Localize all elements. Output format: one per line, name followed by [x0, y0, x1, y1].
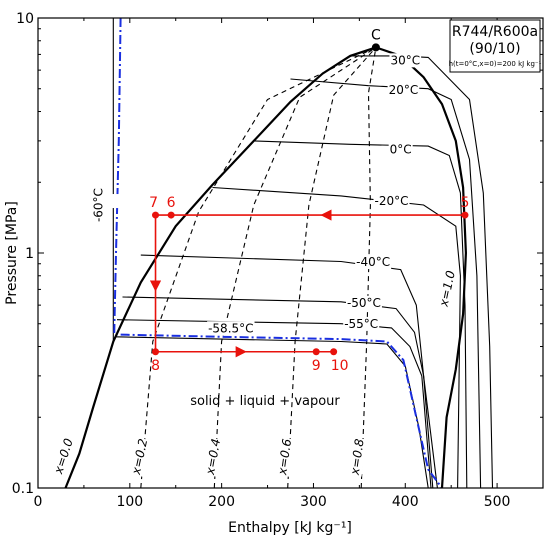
quality-label-x=0.4: x=0.4: [203, 438, 223, 477]
isotherm-label--60C: -60°C: [91, 188, 105, 222]
isotherm-label-bg: [373, 194, 410, 209]
x-tick-label-0: 0: [34, 494, 43, 510]
isotherm-label-30C: 30°C: [390, 53, 420, 67]
cycle-group: [149, 209, 469, 358]
isotherm--55C: [116, 319, 432, 488]
isotherm-label-bg: [343, 316, 380, 331]
x-tick-label-500: 500: [484, 494, 511, 510]
quality-label-bg: [51, 436, 76, 477]
critical-point-label: C: [371, 27, 381, 43]
quality-label-bg: [202, 437, 224, 477]
legend-composition: (90/10): [469, 41, 520, 57]
x-axis-title: Enthalpy [kJ kg⁻¹]: [228, 520, 352, 536]
cycle-point-10: [330, 348, 338, 356]
cycle-point-9: [312, 348, 320, 356]
isotherm-label--55C: -55°C: [344, 317, 378, 331]
quality-line-x=0.6: [287, 47, 377, 488]
cycle-label-5: 5: [460, 195, 469, 211]
plot-area: [64, 18, 494, 488]
legend-frame: [449, 19, 541, 73]
cycle-point-6: [167, 211, 175, 219]
isotherm-label-20C: 20°C: [389, 83, 419, 97]
quality-label-bg: [347, 437, 367, 477]
x-tick-label-200: 200: [208, 494, 235, 510]
isotherm-20C: [290, 78, 482, 488]
cycle-point-8: [152, 348, 160, 356]
cycle-label-8: 8: [151, 358, 160, 374]
region-label: solid + liquid + vapour: [190, 394, 340, 409]
labels-group: C 5 67 8 9 10 30°C 20°C 0°C -20°C -40°C -50°C -55°C -…: [51, 27, 469, 477]
isotherm--50C: [122, 296, 434, 488]
x-tick-label-300: 300: [300, 494, 327, 510]
isotherm-label-bg: [207, 321, 255, 336]
isotherm-label-bg: [387, 82, 420, 97]
isotherm-label-bg: [355, 255, 392, 270]
legend-fluid: R744/R600a: [452, 24, 538, 40]
curves-group: [64, 18, 494, 488]
isotherm-label-bg: [388, 142, 413, 157]
x-tick-label-400: 400: [392, 494, 419, 510]
isotherm-label--58.5C: -58.5°C: [208, 321, 253, 335]
isotherm-label--40C: -40°C: [356, 255, 390, 269]
isotherm-label--20C: -20°C: [375, 194, 409, 208]
cycle-point-7: [152, 211, 160, 219]
cycle-label-7: 7: [149, 195, 158, 211]
isotherm--40C: [140, 254, 438, 488]
quality-line-x=0.4: [213, 46, 377, 488]
isotherm-label-bg: [345, 295, 382, 310]
cycle-label-10: 10: [331, 358, 349, 374]
y-axis-title: Pressure [MPa]: [4, 201, 20, 305]
y-tick-label-0.1: 0.1: [12, 481, 34, 497]
quality-label-bg: [436, 269, 458, 309]
quality-label-x=0.8: x=0.8: [348, 438, 367, 477]
axes-group: 0 100 200 300 400 500 0.1 1 10: [12, 11, 543, 510]
isotherm-0C: [253, 140, 468, 488]
isotherm-label-bg: [84, 194, 121, 209]
x-tick-label-100: 100: [116, 494, 143, 510]
legend-reference: h(t=0°C,x=0)=200 kJ kg⁻¹: [449, 60, 542, 68]
quality-label-bg: [275, 437, 295, 477]
cycle-label-6: 6: [167, 195, 176, 211]
legend-box: R744/R600a (90/10) h(t=0°C,x=0)=200 kJ k…: [449, 19, 542, 73]
cycle-label-9: 9: [312, 358, 321, 374]
saturation-dome: [64, 46, 468, 488]
cycle-point-5: [461, 211, 469, 219]
critical-point-marker: [371, 43, 380, 52]
quality-label-bg: [128, 437, 151, 477]
isotherm-label-0C: 0°C: [390, 143, 412, 157]
y-tick-label-1: 1: [25, 246, 34, 262]
isotherm-label-bg: [389, 53, 422, 68]
quality-label-x=0.6: x=0.6: [275, 438, 294, 477]
quality-line-x=0.8: [360, 47, 377, 488]
y-tick-label-10: 10: [16, 11, 34, 27]
isotherm-label--50C: -50°C: [347, 296, 381, 310]
